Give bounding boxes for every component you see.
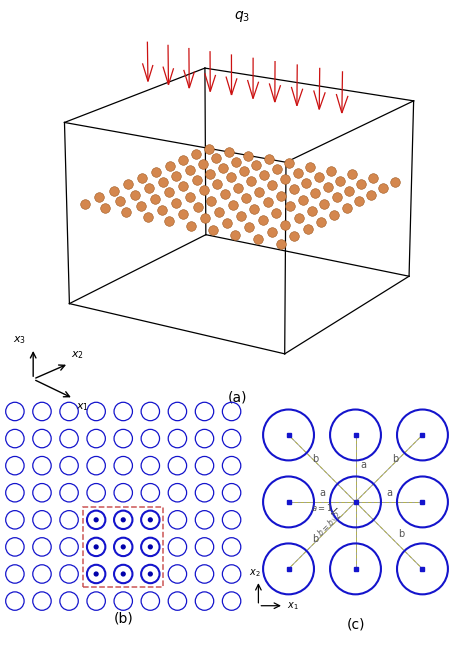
Text: b: b [312,534,319,544]
Text: $x_1$: $x_1$ [76,402,89,413]
Text: b: b [398,529,404,539]
Bar [83,507,164,587]
Text: (a): (a) [227,390,247,404]
Text: $a=1$: $a=1$ [311,501,333,512]
Circle shape [148,572,152,576]
Text: $x_2$: $x_2$ [249,567,261,579]
Text: a: a [361,461,367,470]
Text: a: a [319,488,325,498]
Circle shape [121,545,125,549]
Circle shape [94,518,98,521]
Text: (b): (b) [113,611,133,626]
Circle shape [121,572,125,576]
Circle shape [94,545,98,549]
Circle shape [121,518,125,521]
Text: b: b [312,454,319,464]
Circle shape [94,572,98,576]
Text: (c): (c) [346,617,365,631]
Text: $x_3$: $x_3$ [13,334,26,345]
Circle shape [148,545,152,549]
Circle shape [148,518,152,521]
Text: $x_1$: $x_1$ [286,600,298,611]
Text: b: b [392,454,399,464]
Text: $b=b\sqrt{2}$: $b=b\sqrt{2}$ [314,506,346,539]
Text: $x_2$: $x_2$ [71,349,84,361]
Text: a: a [386,488,392,498]
